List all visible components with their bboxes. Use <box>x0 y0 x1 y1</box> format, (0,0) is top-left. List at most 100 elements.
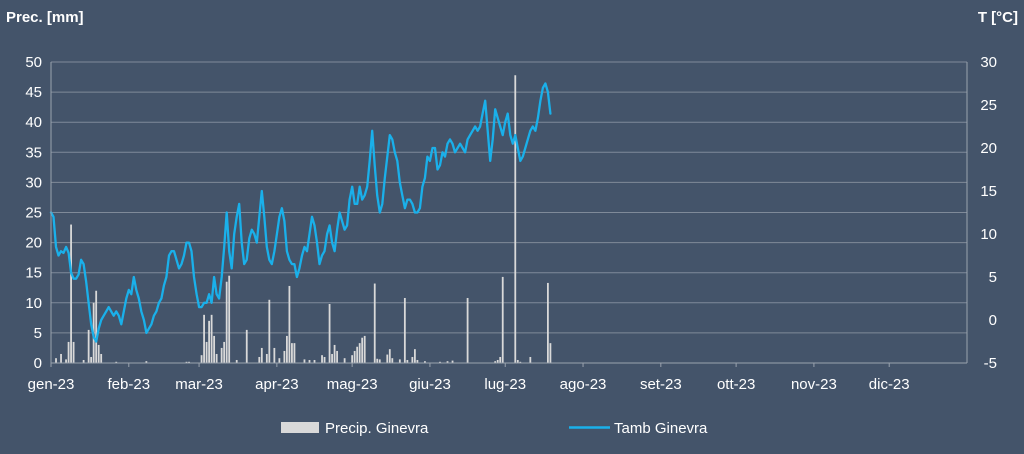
precip-bar <box>205 341 208 363</box>
precip-bar <box>519 361 522 363</box>
precip-bar <box>215 353 218 363</box>
precip-bars <box>55 75 552 363</box>
precip-bar <box>283 350 286 363</box>
left-tick-label: 40 <box>25 114 42 131</box>
right-tick-label: 0 <box>989 312 997 329</box>
precip-bar <box>516 359 519 363</box>
precip-bar <box>95 290 98 363</box>
precip-bar <box>258 356 261 363</box>
precip-bar <box>82 359 85 363</box>
precip-bar <box>210 314 213 363</box>
precip-bar <box>188 361 190 363</box>
precip-bar <box>388 349 391 363</box>
precip-bar <box>265 353 268 363</box>
precip-bar <box>67 341 70 363</box>
precip-bar <box>303 359 306 363</box>
precip-bar <box>361 337 364 363</box>
legend: Precip. Ginevra Tamb Ginevra <box>281 420 708 437</box>
precip-bar <box>245 329 248 363</box>
precip-bar <box>55 358 57 363</box>
precip-bar <box>343 358 346 363</box>
precip-bar <box>494 361 497 363</box>
precip-bar <box>386 354 389 363</box>
precip-bar <box>333 344 336 363</box>
precip-bar <box>496 359 499 363</box>
legend-precip-swatch <box>281 422 319 433</box>
x-axis-ticks: gen-23 feb-23 mar-23 apr-23 mag-23 giu-23 lug-… <box>28 363 910 393</box>
precip-bar <box>549 343 552 363</box>
x-tick-label: feb-23 <box>108 376 151 393</box>
precip-bar <box>413 349 416 363</box>
precip-bar <box>278 358 281 363</box>
precip-bar <box>260 347 263 363</box>
precip-bar <box>398 359 401 363</box>
left-tick-label: 0 <box>34 355 42 372</box>
precip-bar <box>90 356 93 363</box>
right-tick-label: 20 <box>980 140 997 157</box>
left-tick-label: 10 <box>25 295 42 312</box>
x-tick-label: mag-23 <box>327 376 378 393</box>
x-tick-label: giu-23 <box>409 376 451 393</box>
right-tick-label: -5 <box>984 355 997 372</box>
precip-bar <box>313 359 316 363</box>
left-tick-label: 35 <box>25 144 42 161</box>
precip-bar <box>273 347 276 363</box>
precip-bar <box>323 356 326 363</box>
precip-bar <box>501 276 504 363</box>
precip-bar <box>115 361 118 363</box>
precip-bar <box>225 281 228 363</box>
left-tick-label: 50 <box>25 54 42 71</box>
precip-bar <box>331 353 333 363</box>
precip-bar <box>351 355 354 363</box>
precip-bar <box>424 361 426 363</box>
precip-bar <box>416 359 419 363</box>
left-tick-label: 45 <box>25 84 42 101</box>
precip-bar <box>391 358 394 363</box>
precip-bar <box>336 350 338 363</box>
precip-bar <box>403 297 406 363</box>
precip-bar <box>356 346 359 363</box>
precip-bar <box>499 356 502 363</box>
precip-bar <box>546 282 549 363</box>
x-tick-label: lug-23 <box>484 376 526 393</box>
temp-line-layer <box>49 82 552 343</box>
precip-bar <box>200 355 203 363</box>
precip-bar <box>235 359 238 363</box>
right-tick-label: 15 <box>980 183 997 200</box>
left-tick-label: 5 <box>34 325 42 342</box>
precip-bar <box>60 353 62 363</box>
precip-bar <box>65 359 67 363</box>
right-tick-label: 25 <box>980 97 997 114</box>
x-tick-label: ago-23 <box>560 376 607 393</box>
left-tick-label: 25 <box>25 205 42 222</box>
right-tick-label: 5 <box>989 269 997 286</box>
precip-bar <box>268 299 271 363</box>
precip-bar <box>145 361 148 363</box>
legend-temp-label: Tamb Ginevra <box>614 420 708 437</box>
precip-bar <box>376 358 379 363</box>
precip-bar <box>373 283 376 363</box>
precip-bar <box>293 343 296 363</box>
x-tick-label: apr-23 <box>255 376 298 393</box>
precip-bar <box>358 343 361 363</box>
precip-bar <box>378 359 381 363</box>
precip-bar <box>451 360 454 363</box>
precip-bar <box>208 320 211 363</box>
precip-bar <box>185 361 188 363</box>
precip-bar <box>406 359 409 363</box>
precip-bar <box>411 356 414 363</box>
left-tick-label: 30 <box>25 174 42 191</box>
right-axis-title: T [°C] <box>978 9 1018 26</box>
precip-bar <box>288 285 291 363</box>
precip-bar <box>353 350 356 363</box>
legend-precip-label: Precip. Ginevra <box>325 420 429 437</box>
x-tick-label: nov-23 <box>791 376 837 393</box>
x-tick-label: gen-23 <box>28 376 75 393</box>
precip-bar <box>213 335 216 363</box>
precip-bar <box>291 343 293 363</box>
left-axis-ticks: 0 5 10 15 20 25 30 35 40 45 50 <box>25 54 42 372</box>
x-tick-label: dic-23 <box>869 376 910 393</box>
temp-line <box>49 82 552 343</box>
precip-bar <box>466 297 469 363</box>
precip-bar <box>97 344 100 363</box>
